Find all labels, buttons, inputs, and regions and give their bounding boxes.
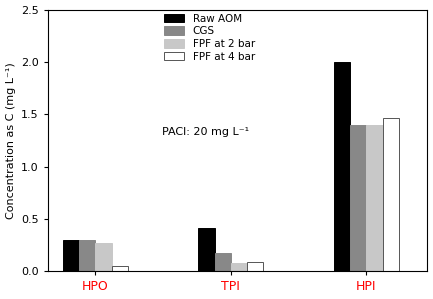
Bar [215, 253, 231, 271]
Y-axis label: Concentration as C (mg L⁻¹): Concentration as C (mg L⁻¹) [6, 62, 16, 219]
Bar [350, 125, 366, 271]
Bar [231, 263, 247, 271]
Bar [95, 243, 112, 271]
Bar [383, 118, 399, 271]
Legend: Raw AOM, CGS, FPF at 2 bar, FPF at 4 bar: Raw AOM, CGS, FPF at 2 bar, FPF at 4 bar [159, 10, 259, 66]
Bar [247, 262, 263, 271]
Text: PACl: 20 mg L⁻¹: PACl: 20 mg L⁻¹ [162, 127, 249, 138]
Bar [112, 266, 128, 271]
Bar [366, 125, 383, 271]
Bar [334, 62, 350, 271]
Bar [198, 228, 215, 271]
Bar [63, 240, 79, 271]
Bar [79, 240, 95, 271]
